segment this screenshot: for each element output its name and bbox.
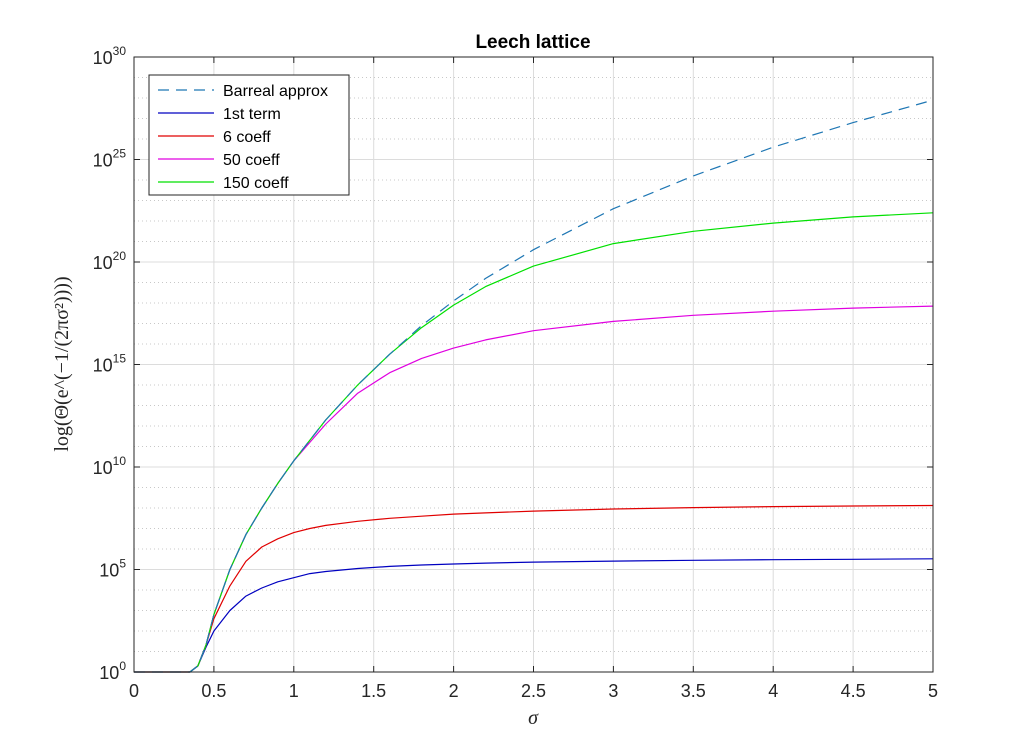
legend: Barreal approx 1st term 6 coeff 50 coeff 150… — [148, 74, 350, 196]
x-tick-label: 0 — [129, 681, 139, 701]
legend-box — [148, 74, 350, 196]
legend-label: 50 coeff — [223, 152, 280, 169]
y-tick-label: 1025 — [93, 147, 127, 171]
x-tick-label: 4.5 — [841, 681, 866, 701]
x-tick-label: 1.5 — [361, 681, 386, 701]
legend-label: 6 coeff — [223, 129, 271, 146]
y-tick-label: 105 — [99, 557, 126, 581]
x-tick-label: 2.5 — [521, 681, 546, 701]
legend-label: 150 coeff — [223, 175, 289, 192]
y-axis-label: log(Θ(e^(−1/(2πσ²)))) — [51, 276, 73, 451]
y-tick-label: 1020 — [93, 249, 127, 273]
y-tick-label: 100 — [99, 659, 126, 683]
legend-label: 1st term — [223, 106, 281, 123]
series-line-barreal-approx — [134, 99, 934, 673]
chart-title: Leech lattice — [475, 32, 590, 53]
x-tick-label: 0.5 — [201, 681, 226, 701]
y-axis-ticks: 100 105 1010 1015 1020 1025 1030 — [93, 44, 933, 683]
series-line-6-coeff — [134, 504, 934, 673]
y-tick-label: 1030 — [93, 44, 127, 68]
series-lines — [134, 99, 934, 673]
x-tick-label: 3 — [608, 681, 618, 701]
series-line-1st-term — [134, 558, 934, 673]
x-tick-label: 2 — [449, 681, 459, 701]
y-tick-label: 1010 — [93, 454, 127, 478]
legend-label: Barreal approx — [223, 83, 328, 100]
y-tick-label: 1015 — [93, 352, 127, 376]
x-tick-label: 3.5 — [681, 681, 706, 701]
x-tick-label: 4 — [768, 681, 778, 701]
x-axis-ticks: 0 0.5 1 1.5 2 2.5 3 3.5 4 4.5 5 — [129, 57, 938, 701]
x-tick-label: 5 — [928, 681, 938, 701]
x-axis-label: σ — [528, 707, 539, 729]
x-tick-label: 1 — [289, 681, 299, 701]
